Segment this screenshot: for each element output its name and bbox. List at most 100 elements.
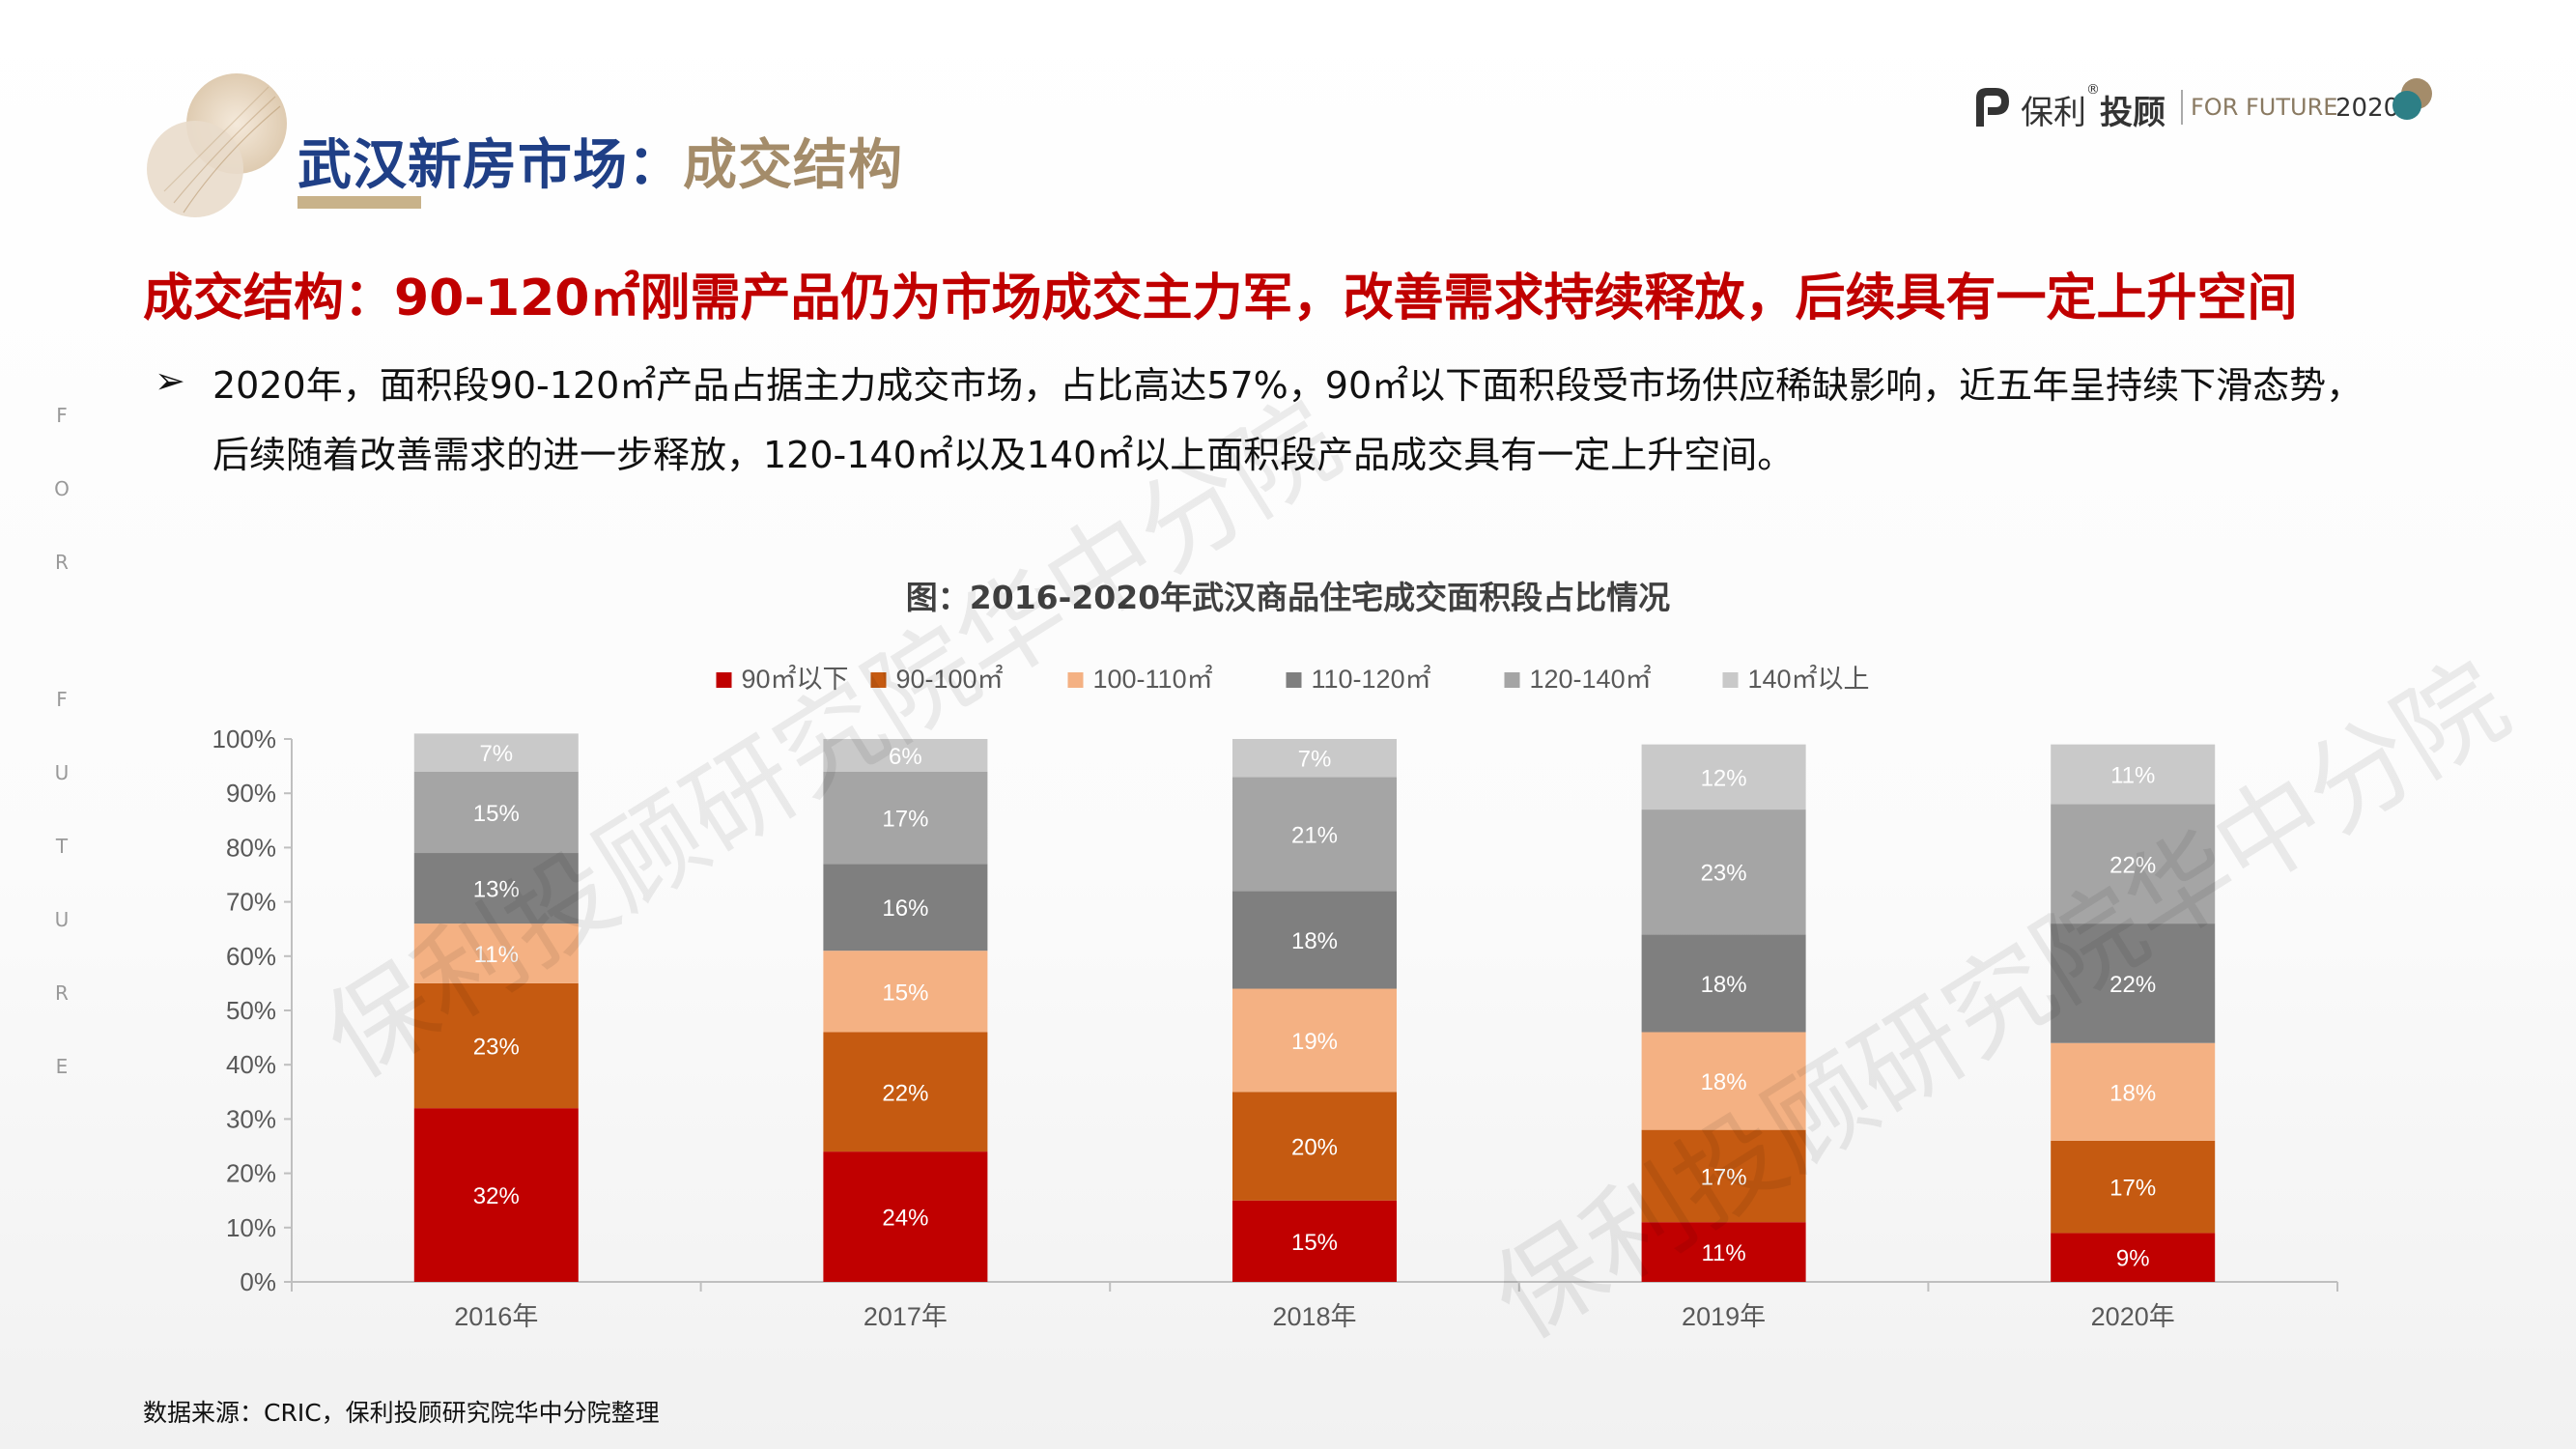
legend-label: 120-140㎡ — [1530, 665, 1652, 694]
side-letter: U — [54, 908, 70, 931]
bar-segment — [1232, 777, 1397, 892]
bar-segment — [823, 864, 988, 952]
data-label: 17% — [1701, 1164, 1747, 1190]
data-label: 9% — [2116, 1246, 2150, 1272]
data-label: 18% — [1701, 972, 1747, 998]
side-letter: F — [56, 404, 68, 427]
brand-tagline: FOR FUTURE — [2191, 94, 2338, 121]
bar-segment — [1641, 1222, 1806, 1282]
data-label: 17% — [882, 806, 928, 832]
side-letter: R — [55, 551, 69, 574]
y-tick-label: 90% — [226, 779, 276, 808]
y-tick-label: 60% — [226, 942, 276, 971]
bar-segment — [2051, 1042, 2216, 1141]
legend-label: 110-120㎡ — [1312, 665, 1431, 694]
brand-mark-icon — [1976, 88, 2009, 127]
bar-segment — [1232, 1092, 1397, 1201]
y-tick-label: 80% — [226, 833, 276, 862]
legend-swatch — [716, 672, 732, 688]
bar-segment — [823, 1151, 988, 1282]
bar-segment — [413, 923, 579, 983]
data-label: 19% — [1291, 1029, 1338, 1055]
data-label: 22% — [2109, 972, 2156, 998]
bar-segment — [1232, 739, 1397, 778]
bar-segment — [1232, 988, 1397, 1093]
headline: 成交结构：90-120㎡刚需产品仍为市场成交主力军，改善需求持续释放，后续具有一… — [143, 270, 2298, 327]
data-label: 23% — [473, 1035, 520, 1061]
legend-label: 90㎡以下 — [742, 665, 849, 694]
data-label: 32% — [473, 1183, 520, 1209]
bar-segment — [1641, 744, 1806, 810]
bar-segment — [2051, 804, 2216, 924]
legend-swatch — [1067, 672, 1084, 688]
bar-segment — [2051, 1233, 2216, 1282]
bar-segment — [1232, 1200, 1397, 1282]
paragraph-line-1: 2020年，面积段90-120㎡产品占据主力成交市场，占比高达57%，90㎡以下… — [212, 364, 2364, 407]
brand-name-2: 投顾 — [2100, 94, 2166, 132]
brand-globe-icon — [2392, 78, 2432, 120]
source-note: 数据来源：CRIC，保利投顾研究院华中分院整理 — [143, 1399, 660, 1427]
legend-swatch — [1722, 672, 1739, 688]
data-label: 11% — [474, 942, 519, 968]
data-label: 7% — [1298, 747, 1332, 773]
bar-segment — [413, 733, 579, 772]
y-tick-label: 40% — [226, 1050, 276, 1079]
legend-label: 140㎡以上 — [1748, 665, 1870, 694]
data-label: 23% — [1701, 861, 1747, 887]
chart-title: 图：2016-2020年武汉商品住宅成交面积段占比情况 — [905, 579, 1671, 616]
data-label: 22% — [2109, 852, 2156, 878]
paragraph-line-2: 后续随着改善需求的进一步释放，120-140㎡以及140㎡以上面积段产品成交具有… — [212, 434, 1795, 476]
legend-swatch — [870, 672, 887, 688]
legend-label: 90-100㎡ — [896, 665, 1004, 694]
data-label: 21% — [1291, 822, 1338, 848]
corner-emblem — [147, 73, 287, 217]
y-tick-label: 0% — [240, 1267, 276, 1296]
bar-segment — [413, 771, 579, 854]
bar-segment — [2051, 923, 2216, 1043]
x-tick-label: 2017年 — [863, 1302, 948, 1331]
data-label: 16% — [882, 895, 928, 922]
page-title-main: 武汉新房市场： — [297, 134, 683, 197]
data-label: 24% — [882, 1206, 928, 1232]
data-label: 6% — [889, 744, 922, 770]
data-label: 7% — [479, 741, 513, 767]
page-title: 武汉新房市场：成交结构 — [297, 122, 903, 200]
y-tick-label: 70% — [226, 888, 276, 917]
x-tick-label: 2018年 — [1272, 1302, 1356, 1331]
bar-segment — [413, 982, 579, 1109]
data-label: 20% — [1291, 1135, 1338, 1161]
side-letter: T — [55, 835, 69, 858]
bar-segment — [2051, 1140, 2216, 1234]
y-tick-label: 30% — [226, 1104, 276, 1133]
bar-segment — [1232, 891, 1397, 989]
bar-segment — [1641, 934, 1806, 1033]
side-letter: F — [56, 688, 68, 711]
bullet-arrow-icon: ➢ — [155, 359, 185, 402]
data-label: 15% — [882, 980, 928, 1006]
brand-year: 2020 — [2335, 94, 2400, 123]
bar-segment — [1641, 810, 1806, 935]
data-label: 18% — [2109, 1080, 2156, 1106]
y-tick-label: 20% — [226, 1159, 276, 1188]
data-label: 11% — [2110, 763, 2155, 789]
y-tick-label: 10% — [226, 1213, 276, 1242]
y-tick-label: 50% — [226, 996, 276, 1025]
bar-segment — [823, 1032, 988, 1152]
bar-segment — [1641, 1032, 1806, 1130]
bar-segment — [413, 1108, 579, 1282]
data-label: 13% — [473, 877, 520, 903]
bar-segment — [2051, 744, 2216, 805]
side-letter: O — [54, 477, 70, 500]
side-letter: R — [55, 981, 69, 1005]
y-tick-label: 100% — [212, 724, 277, 753]
brand-registered: ® — [2086, 82, 2100, 98]
data-label: 15% — [473, 801, 520, 827]
bar-segment — [823, 739, 988, 772]
side-letter: U — [54, 761, 70, 784]
bar-segment — [413, 853, 579, 924]
legend-label: 100-110㎡ — [1093, 665, 1213, 694]
brand-divider — [2181, 90, 2183, 125]
legend-swatch — [1286, 672, 1302, 688]
brand-logo: 保利 ® 投顾 FOR FUTURE 2020 — [1970, 78, 2453, 140]
